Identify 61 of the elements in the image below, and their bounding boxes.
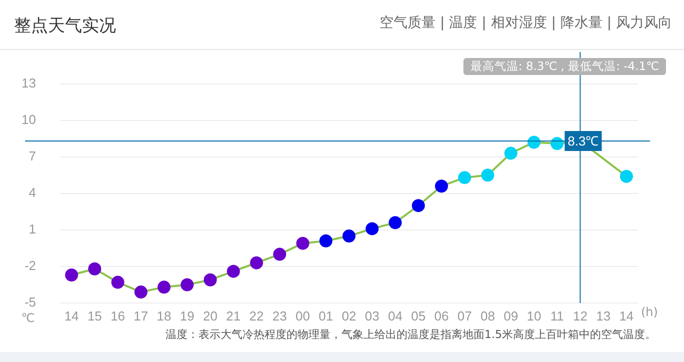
x-tick-label: 07 (457, 308, 472, 324)
x-tick-label: 14 (64, 308, 79, 324)
y-tick-label: 13 (22, 75, 36, 90)
x-tick-label: 02 (342, 308, 356, 324)
x-tick-label: 22 (249, 308, 264, 324)
y-tick-label: -2 (24, 258, 36, 274)
point (388, 216, 402, 230)
point (366, 222, 379, 236)
point (342, 230, 356, 243)
point (204, 273, 217, 286)
x-tick-label: 11 (550, 308, 564, 324)
y-tick-label: 4 (28, 184, 36, 200)
point (434, 180, 448, 193)
chart-subtitle: 空气质量 | 温度 | 相对湿度 | 降水量 | 风力风向 (380, 14, 672, 32)
point (412, 199, 425, 212)
x-tick-label: 15 (87, 308, 102, 324)
x-tick-label: 00 (296, 308, 310, 324)
x-tick-label: 01 (318, 308, 334, 324)
point (273, 248, 286, 261)
y-tick-label: 10 (22, 112, 36, 127)
x-tick-label: 03 (364, 308, 380, 324)
point (226, 264, 240, 278)
point (319, 234, 332, 248)
point (620, 170, 633, 183)
text: 温度：表示大气冷热程度的物理量，气象上给出的温度是指离地面1.5米高度上百叶箱中的空气温度。 (166, 327, 656, 342)
x-tick-label: 19 (180, 308, 194, 324)
x-tick-label: 23 (272, 308, 287, 324)
x-tick-label: 18 (156, 308, 172, 324)
point (458, 171, 472, 184)
point (180, 278, 194, 292)
point (504, 146, 518, 160)
point (550, 136, 564, 150)
text: 最高气温: 8.3℃ , 最低气温: -4.1℃ (470, 58, 660, 73)
point (296, 236, 310, 250)
point (250, 256, 264, 270)
point (88, 262, 102, 276)
x-tick-label: 10 (526, 308, 542, 324)
y-axis-title: ℃ (21, 311, 35, 326)
point (481, 168, 494, 182)
point (111, 276, 124, 289)
point (134, 286, 148, 299)
y-tick-label: -5 (24, 294, 36, 310)
x-tick-label: 04 (388, 308, 402, 324)
x-tick-label: 12 (572, 308, 588, 324)
ref-line-label: 8.3℃ (568, 134, 599, 149)
y-tick-label: 1 (28, 222, 36, 237)
x-tick-label: 06 (434, 308, 449, 324)
x-tick-label: 21 (226, 308, 241, 324)
point (65, 268, 78, 282)
x-tick-label: 09 (504, 308, 518, 324)
x-tick-label: 20 (203, 308, 218, 324)
point (158, 280, 171, 294)
x-tick-label: 08 (480, 308, 495, 324)
x-axis-title: (h) (641, 305, 658, 320)
x-tick-label: 05 (411, 308, 426, 324)
x-tick-label: 13 (596, 308, 611, 324)
x-tick-label: 16 (110, 308, 126, 324)
y-tick-label: 7 (28, 148, 36, 164)
x-tick-label: 17 (134, 308, 148, 324)
x-tick-label: 14 (619, 308, 634, 324)
chart-title: 整点天气实况 (14, 15, 116, 37)
